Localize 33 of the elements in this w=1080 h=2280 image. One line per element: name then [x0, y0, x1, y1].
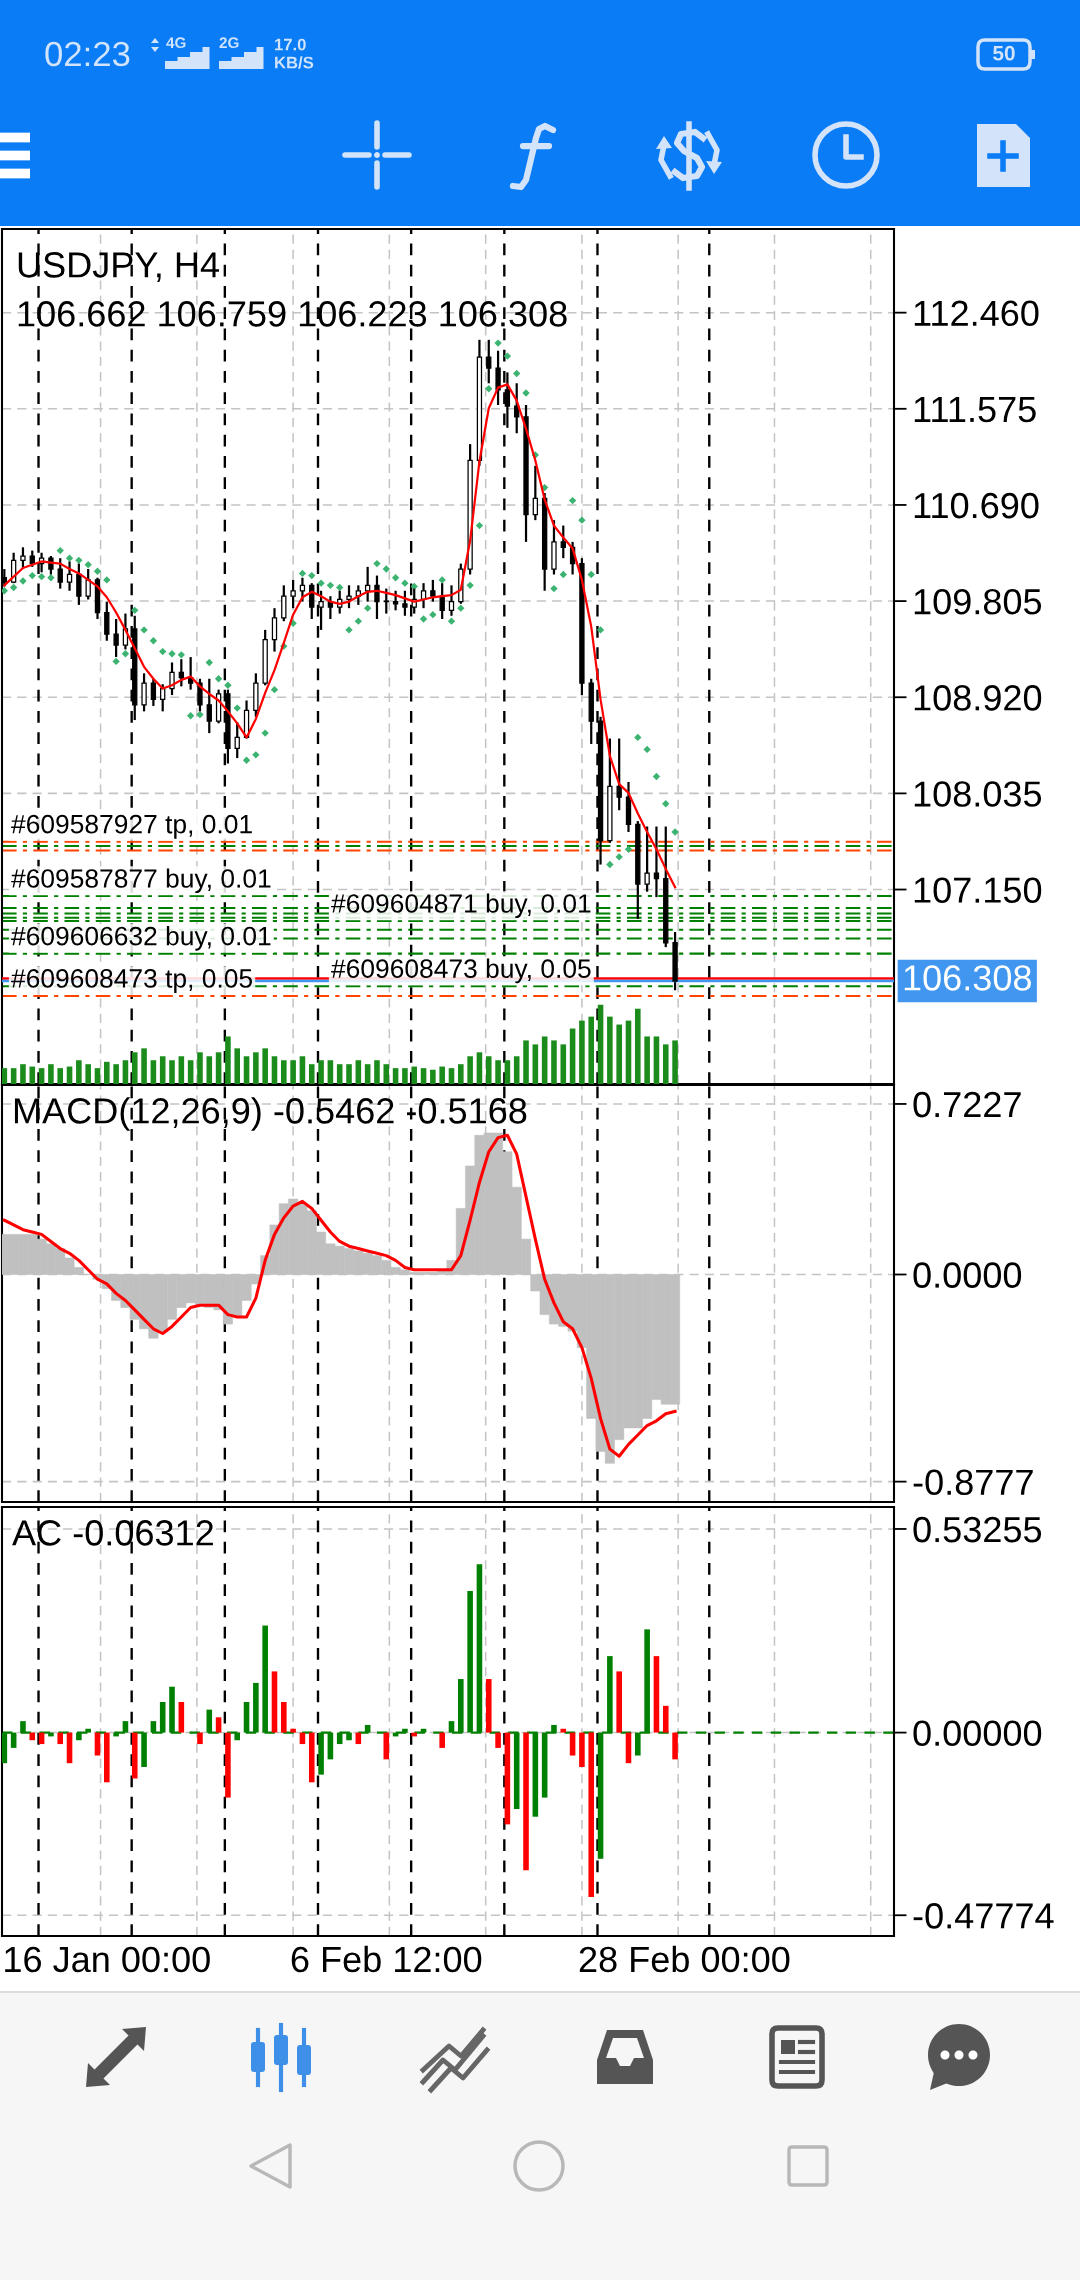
y-tick-label: 108.920	[914, 685, 1042, 711]
x-tick-label: 16 Jan 00:00	[5, 1946, 210, 1973]
ref-line-label: #609604871 buy, 0.01	[331, 893, 591, 919]
x-tick-label: 6 Feb 12:00	[291, 1945, 482, 1973]
y-tick-label: 111.575	[914, 397, 1036, 423]
chart-title: AC -0.06312	[12, 1520, 213, 1546]
x-tick-label: 28 Feb 00:00	[579, 1945, 790, 1973]
ref-line-label: #609587877 buy, 0.01	[11, 868, 271, 894]
y-tick-label: 108.035	[914, 781, 1042, 807]
y-tick-label: 110.690	[914, 492, 1039, 519]
text: 2G	[219, 37, 239, 49]
text: 02:23	[45, 41, 130, 67]
ref-line-label: #609608473 buy, 0.05	[331, 958, 591, 984]
y-tick-label: 0.0000	[913, 1262, 1022, 1288]
ref-line-label: 106.308	[904, 965, 1031, 991]
text: 50	[993, 45, 1015, 61]
text: USDJPY, H4	[18, 252, 219, 282]
text: 17.0	[275, 38, 306, 51]
ref-line-label: #609608473 tp, 0.05	[11, 969, 253, 993]
text: KB/S	[275, 56, 314, 69]
text: 106.662 106.759 106.223 106.308	[18, 301, 567, 327]
chart-title: MACD(12,26,9) -0.5462 -0.5168	[14, 1097, 527, 1131]
y-tick-label: 112.460	[914, 300, 1039, 327]
ref-line-label: #609606632 buy, 0.01	[11, 926, 271, 951]
y-tick-label: 0.53255	[913, 1516, 1042, 1543]
y-tick-label: 0.00000	[913, 1720, 1042, 1747]
y-tick-label: -0.47774	[913, 1903, 1054, 1929]
ref-line-label: #609587927 tp, 0.01	[11, 814, 252, 839]
text: 4G	[166, 37, 186, 49]
y-tick-label: -0.8777	[913, 1469, 1033, 1496]
y-tick-label: 0.7227	[913, 1091, 1021, 1118]
y-tick-label: 109.805	[914, 588, 1042, 615]
y-tick-label: 107.150	[914, 877, 1042, 903]
